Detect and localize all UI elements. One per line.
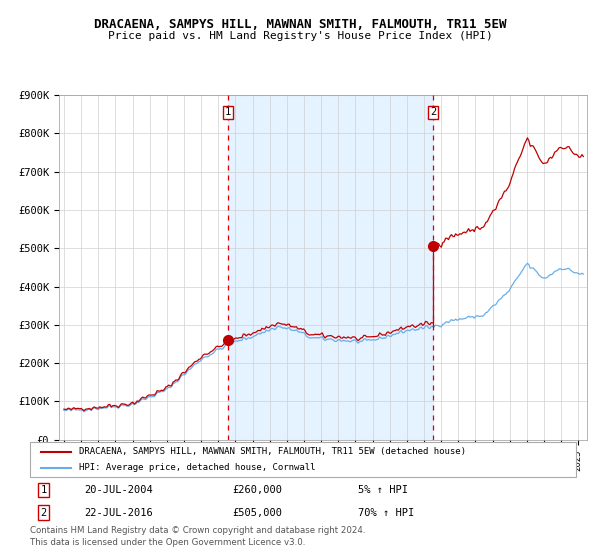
- Text: £260,000: £260,000: [232, 485, 282, 495]
- Text: 22-JUL-2016: 22-JUL-2016: [85, 507, 154, 517]
- Text: Contains HM Land Registry data © Crown copyright and database right 2024.: Contains HM Land Registry data © Crown c…: [30, 526, 365, 535]
- Text: This data is licensed under the Open Government Licence v3.0.: This data is licensed under the Open Gov…: [30, 538, 305, 547]
- Text: 1: 1: [224, 108, 231, 118]
- Text: £505,000: £505,000: [232, 507, 282, 517]
- Text: 2: 2: [41, 507, 47, 517]
- Text: 20-JUL-2004: 20-JUL-2004: [85, 485, 154, 495]
- Text: 2: 2: [430, 108, 436, 118]
- Bar: [227, 95, 433, 440]
- Text: 70% ↑ HPI: 70% ↑ HPI: [358, 507, 414, 517]
- Text: DRACAENA, SAMPYS HILL, MAWNAN SMITH, FALMOUTH, TR11 5EW (detached house): DRACAENA, SAMPYS HILL, MAWNAN SMITH, FAL…: [79, 447, 466, 456]
- Text: HPI: Average price, detached house, Cornwall: HPI: Average price, detached house, Corn…: [79, 463, 316, 472]
- Text: 1: 1: [41, 485, 47, 495]
- Text: Price paid vs. HM Land Registry's House Price Index (HPI): Price paid vs. HM Land Registry's House …: [107, 31, 493, 41]
- Text: DRACAENA, SAMPYS HILL, MAWNAN SMITH, FALMOUTH, TR11 5EW: DRACAENA, SAMPYS HILL, MAWNAN SMITH, FAL…: [94, 18, 506, 31]
- Text: 5% ↑ HPI: 5% ↑ HPI: [358, 485, 407, 495]
